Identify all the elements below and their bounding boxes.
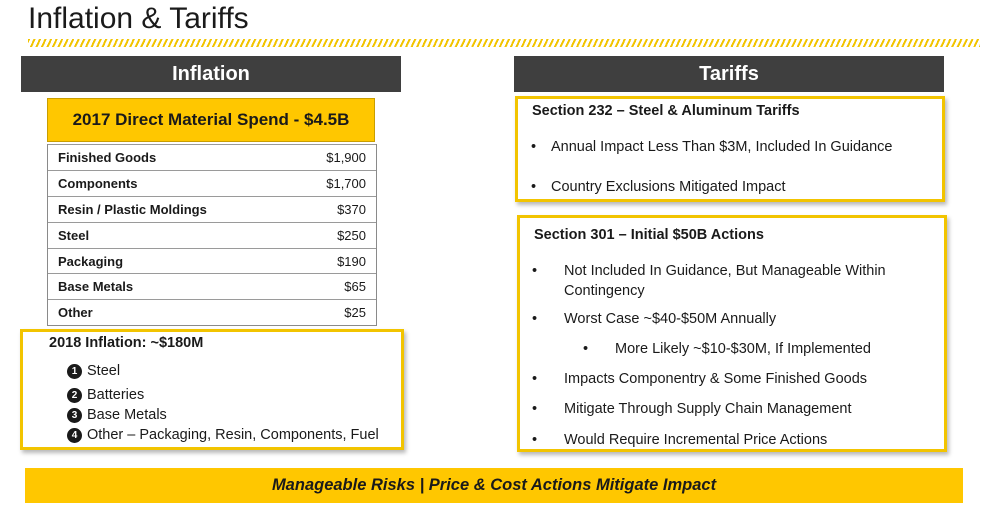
row-label: Packaging [58,253,124,269]
list-item: • Not Included In Guidance, But Manageab… [532,261,924,301]
row-label: Resin / Plastic Moldings [58,201,207,217]
bullet-text: Mitigate Through Supply Chain Management [564,401,852,417]
row-value: $65 [344,279,366,295]
spend-table: Finished Goods $1,900 Components $1,700 … [47,144,377,327]
row-value: $370 [337,201,366,217]
row-label: Finished Goods [58,149,157,165]
table-row: Finished Goods $1,900 [48,144,376,170]
list-item-text: Batteries [87,387,145,403]
bullet-icon: • [531,179,537,195]
list-item: • More Likely ~$10-$30M, If Implemented [583,339,871,359]
footer-banner: Manageable Risks | Price & Cost Actions … [25,468,963,503]
list-item: • Mitigate Through Supply Chain Manageme… [532,399,852,419]
section-232-box: Section 232 – Steel & Aluminum Tariffs •… [515,96,945,202]
row-label: Steel [58,227,90,243]
section-301-title: Section 301 – Initial $50B Actions [534,227,764,243]
number-circle-icon: 2 [67,387,82,403]
section-232-title: Section 232 – Steel & Aluminum Tariffs [532,103,800,119]
bullet-text: Impacts Componentry & Some Finished Good… [564,371,868,387]
table-row: Steel $250 [48,221,376,248]
bullet-icon: • [532,263,538,279]
table-row: Other $25 [48,299,376,325]
row-label: Base Metals [58,279,134,295]
list-item: • Worst Case ~$40-$50M Annually [532,309,777,329]
bullet-icon: • [531,139,537,155]
bullet-text: More Likely ~$10-$30M, If Implemented [615,341,871,357]
row-value: $1,700 [326,175,366,191]
list-item-text: Base Metals [87,407,167,423]
bullet-icon: • [532,371,538,387]
table-row: Resin / Plastic Moldings $370 [48,195,376,222]
inflation-outlook-box: 2018 Inflation: ~$180M 1 Steel 2 Batteri… [20,329,404,450]
row-value: $1,900 [326,149,366,165]
inflation-outlook-title: 2018 Inflation: ~$180M [49,335,204,351]
list-item-text: Steel [87,363,121,379]
bullet-text: Would Require Incremental Price Actions [564,432,828,448]
title-divider [28,39,980,47]
bullet-icon: • [532,432,538,448]
number-circle-icon: 3 [67,407,82,423]
bullet-text: Worst Case ~$40-$50M Annually [564,311,777,327]
list-item: • Country Exclusions Mitigated Impact [531,177,786,197]
bullet-text: Annual Impact Less Than $3M, Included In… [551,139,893,155]
section-301-box: Section 301 – Initial $50B Actions • Not… [517,215,947,452]
row-label: Other [58,305,93,321]
table-row: Base Metals $65 [48,273,376,299]
bullet-icon: • [583,341,589,357]
bullet-text: Not Included In Guidance, But Manageable… [564,263,886,299]
bullet-text: Country Exclusions Mitigated Impact [551,179,786,195]
list-item: • Impacts Componentry & Some Finished Go… [532,369,868,389]
spend-title: 2017 Direct Material Spend - $4.5B [47,98,375,142]
list-item: 4 Other – Packaging, Resin, Components, … [67,427,379,443]
table-row: Components $1,700 [48,169,376,196]
page-title: Inflation & Tariffs [28,2,249,35]
row-value: $190 [337,253,366,269]
list-item-text: Other – Packaging, Resin, Components, Fu… [87,427,379,443]
list-item: 2 Batteries [67,387,144,403]
inflation-header: Inflation [21,56,401,92]
row-value: $250 [337,227,366,243]
tariffs-header: Tariffs [514,56,944,92]
list-item: • Would Require Incremental Price Action… [532,430,828,450]
row-label: Components [58,175,138,191]
list-item: 3 Base Metals [67,407,167,423]
list-item: • Annual Impact Less Than $3M, Included … [531,137,893,157]
number-circle-icon: 4 [67,427,82,443]
row-value: $25 [344,305,366,321]
table-row: Packaging $190 [48,247,376,274]
number-circle-icon: 1 [67,363,82,379]
bullet-icon: • [532,311,538,327]
list-item: 1 Steel [67,363,120,379]
bullet-icon: • [532,401,538,417]
